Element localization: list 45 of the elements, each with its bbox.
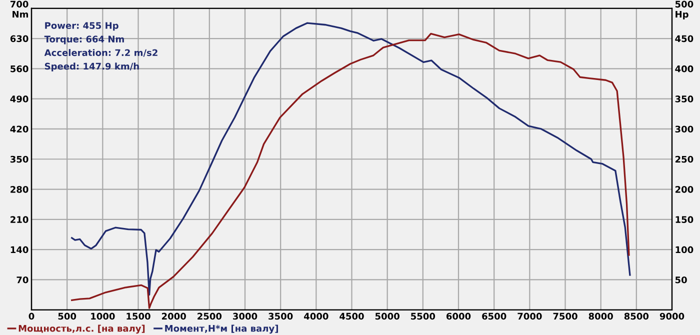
y2-tick-label: 500 Hp [675, 0, 694, 20]
y2-tick-label: 350 [675, 96, 694, 102]
x-tick-label: 500 [58, 312, 76, 320]
y-tick-label: 350 [10, 156, 28, 163]
x-tick-label: 8500 [624, 312, 649, 320]
y-tick-label: 280 [10, 186, 28, 193]
legend-label: Момент,Н*м [на валу] [165, 324, 278, 334]
annotation: Power: 455 Hp [45, 22, 118, 31]
y-tick-label: 210 [10, 216, 28, 223]
y-tick-label: 140 [10, 246, 28, 254]
x-tick-label: 1000 [91, 312, 115, 320]
x-tick-label: 3000 [233, 312, 258, 320]
y2-tick-label: 400 [675, 65, 694, 72]
x-tick-label: 4500 [340, 312, 364, 320]
y-tick-label: 70 [16, 276, 28, 284]
y-tick-label: 490 [10, 96, 28, 102]
annotation: Acceleration: 7.2 m/s2 [44, 49, 158, 57]
y-tick-label: 560 [10, 65, 28, 72]
annotation: Speed: 147.9 km/h [44, 62, 139, 72]
x-tick-label: 2500 [198, 312, 222, 320]
x-tick-label: 0 [28, 312, 34, 320]
x-tick-label: 7500 [553, 312, 578, 320]
y-tick-label: 630 [10, 35, 28, 42]
y2-tick-label: 200 [675, 186, 694, 193]
y2-tick-label: 250 [675, 156, 694, 163]
x-tick-label: 1500 [126, 312, 150, 320]
annotation: Torque: 664 Nm [44, 36, 124, 44]
x-tick-label: 8000 [588, 312, 613, 320]
x-tick-label: 6500 [482, 312, 506, 320]
y2-tick-label: 300 [675, 126, 694, 133]
y-tick-label: 420 [10, 126, 28, 133]
x-tick-label: 3500 [268, 312, 293, 320]
y2-tick-label: 450 [675, 35, 694, 42]
x-tick-label: 7000 [518, 312, 542, 320]
y2-tick-label: 100 [676, 246, 694, 254]
x-tick-label: 5500 [411, 312, 436, 320]
y2-tick-label: 50 [675, 276, 687, 284]
x-tick-label: 4000 [304, 312, 328, 320]
y2-tick-label: 150 [676, 216, 694, 223]
y-tick-label: 700 Nm [10, 0, 28, 18]
x-tick-label: 6000 [446, 312, 471, 320]
x-tick-label: 5000 [375, 312, 400, 320]
x-tick-label: 9000 [660, 312, 684, 320]
legend-label: Мощность,л.с. [на валу] [18, 324, 145, 334]
x-tick-label: 2000 [162, 312, 186, 320]
